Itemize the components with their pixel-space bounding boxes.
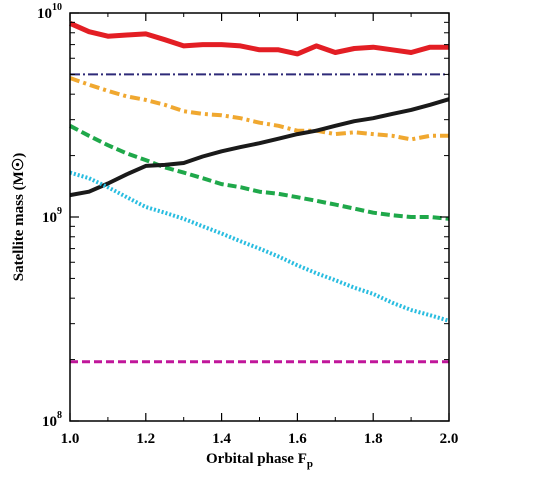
sun-symbol: ☉ [11,158,27,171]
y-tick-label: 1010 [37,2,62,22]
x-tick-label: 1.4 [212,431,231,447]
x-tick-label: 1.6 [288,431,307,447]
labels-layer: 1.0 1.2 1.4 1.6 1.8 2.0 108 109 1010 [37,2,458,447]
x-tick-label: 1.8 [364,431,383,447]
x-tick-label: 1.0 [61,431,80,447]
y-tick-label: 108 [42,410,62,430]
x-axis-title-subscript: p [307,458,313,470]
series-line-4 [69,124,450,221]
x-axis-title: Orbital phase Fp [206,451,313,470]
series-line-1 [68,21,449,57]
series-line-3 [69,76,449,142]
series-layer [68,21,450,364]
series-line-5 [69,97,450,198]
series-line-6 [69,170,450,323]
y-tick-label: 109 [42,206,62,226]
x-tick-label: 1.2 [136,431,155,447]
y-axis-title: Satellite mass (M☉) [11,153,27,281]
x-tick-label: 2.0 [440,431,459,447]
ticks-layer [69,12,450,422]
